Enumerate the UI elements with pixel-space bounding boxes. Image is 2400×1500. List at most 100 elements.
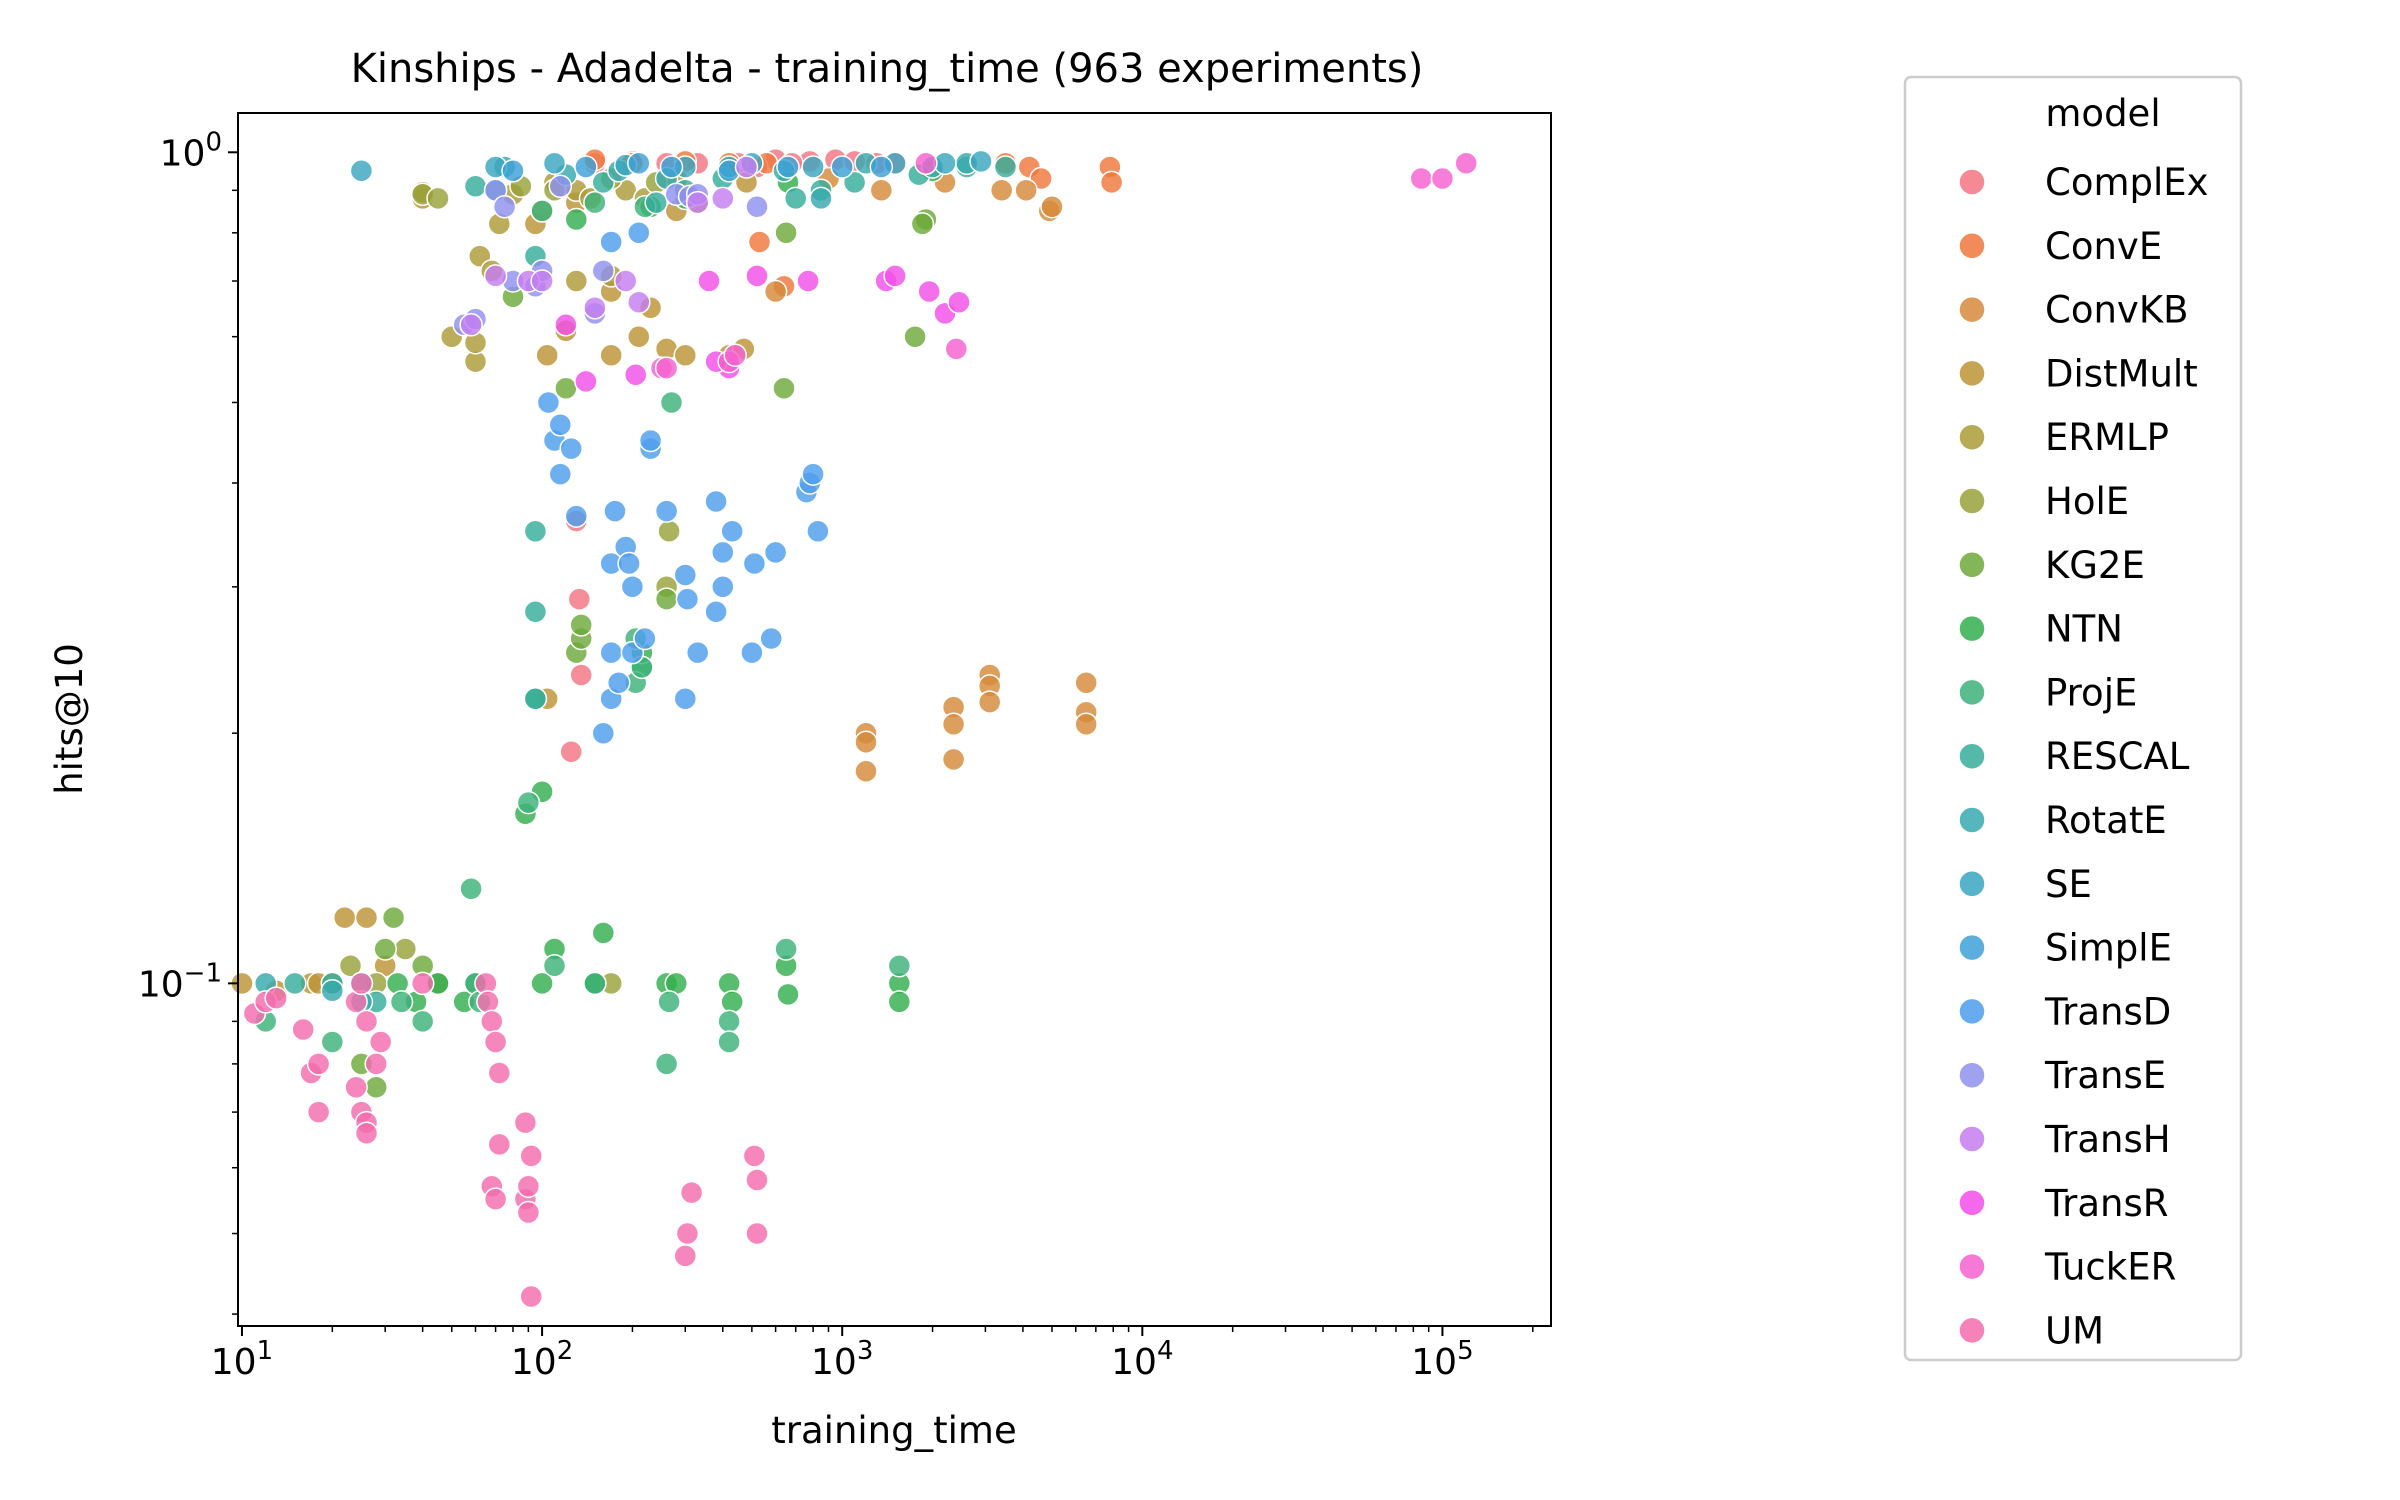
data-point <box>763 279 788 304</box>
data-point <box>740 640 764 665</box>
legend-label: RotatE <box>2045 799 2167 842</box>
data-point <box>1074 670 1098 695</box>
data-point <box>842 170 867 195</box>
legend-marker <box>1958 487 1986 515</box>
data-point <box>654 356 679 380</box>
data-point <box>548 174 573 199</box>
data-point <box>459 313 483 337</box>
data-point <box>742 1144 767 1168</box>
data-point <box>869 155 894 179</box>
data-point <box>806 519 830 543</box>
legend-item: ERMLP <box>1958 416 2169 459</box>
data-point <box>354 1009 379 1034</box>
legend-label: TransH <box>2044 1118 2171 1161</box>
data-point <box>685 190 710 215</box>
data-point <box>364 1075 388 1099</box>
legend-marker <box>1958 614 1986 643</box>
data-point <box>627 221 651 245</box>
data-point <box>476 990 500 1014</box>
legend-marker <box>1958 168 1986 196</box>
data-point <box>603 499 627 523</box>
data-point <box>344 1075 368 1099</box>
data-point <box>720 990 744 1014</box>
data-point <box>993 155 1018 179</box>
data-point <box>620 575 645 599</box>
data-point <box>554 376 578 401</box>
legend-item: RESCAL <box>1958 735 2190 778</box>
legend-marker <box>1958 551 1986 579</box>
data-point <box>711 540 735 565</box>
legend-marker <box>1958 359 1986 388</box>
points-layer <box>230 147 1478 1309</box>
data-point <box>869 178 894 203</box>
data-point <box>483 1030 508 1054</box>
data-point <box>606 670 631 695</box>
legend-item: ConvE <box>1958 225 2162 268</box>
legend-label: TransR <box>2044 1182 2168 1225</box>
data-point <box>633 626 657 651</box>
data-point <box>381 905 406 930</box>
data-point <box>332 905 357 930</box>
data-point <box>704 489 728 514</box>
data-point <box>654 587 679 611</box>
legend-item: NTN <box>1958 608 2123 651</box>
data-point <box>903 324 927 349</box>
data-point <box>583 971 607 996</box>
data-point <box>463 174 488 199</box>
legend-label: DistMult <box>2045 352 2198 395</box>
legend-label: ConvE <box>2045 225 2162 268</box>
data-point <box>487 1061 512 1085</box>
data-point <box>569 613 593 637</box>
x-axis: 101 102 103 104 105 <box>211 1326 1534 1383</box>
data-point <box>591 721 616 745</box>
data-point <box>559 739 583 764</box>
legend-frame <box>1903 75 2243 1362</box>
legend-marker <box>1958 806 1986 834</box>
data-point <box>364 1052 388 1076</box>
data-point <box>745 264 769 288</box>
chart-title: Kinships - Adadelta - training_time (963… <box>351 46 1424 92</box>
data-point <box>306 1100 331 1124</box>
data-point <box>673 563 698 587</box>
data-point <box>659 390 684 415</box>
data-point <box>542 953 567 978</box>
data-point <box>410 971 435 996</box>
data-point <box>536 390 561 415</box>
data-point <box>704 599 728 624</box>
data-point <box>673 343 698 367</box>
data-point <box>627 151 651 176</box>
data-point <box>673 687 698 711</box>
data-point <box>657 990 681 1014</box>
series-transd <box>536 221 830 745</box>
data-point <box>1454 151 1478 176</box>
data-point <box>910 212 935 236</box>
legend-marker <box>1958 742 1986 770</box>
data-point <box>941 712 966 737</box>
series-tucker <box>649 151 1478 380</box>
data-point <box>711 575 735 599</box>
data-point <box>354 905 379 930</box>
data-point <box>887 990 912 1014</box>
series-transh <box>459 155 759 337</box>
legend-label: TransD <box>2044 990 2171 1033</box>
legend-item: TransD <box>1958 990 2171 1033</box>
data-point <box>542 151 567 176</box>
legend-item: KG2E <box>1958 544 2145 587</box>
legend-label: ProjE <box>2045 671 2137 714</box>
legend-item: ConvKB <box>1958 289 2188 332</box>
data-point <box>917 279 941 304</box>
data-point <box>354 1121 379 1146</box>
data-point <box>583 296 607 320</box>
data-point <box>774 937 798 961</box>
data-point <box>523 687 548 711</box>
data-point <box>283 971 307 996</box>
legend-item: ProjE <box>1958 671 2137 714</box>
data-point <box>745 1168 769 1192</box>
legend: model ComplEx ConvE ConvKB DistMult ERMLP Hol… <box>1903 75 2243 1362</box>
data-point <box>944 337 969 361</box>
data-point <box>574 369 598 394</box>
data-point <box>854 730 878 755</box>
data-point <box>1074 712 1098 737</box>
data-point <box>742 551 767 576</box>
